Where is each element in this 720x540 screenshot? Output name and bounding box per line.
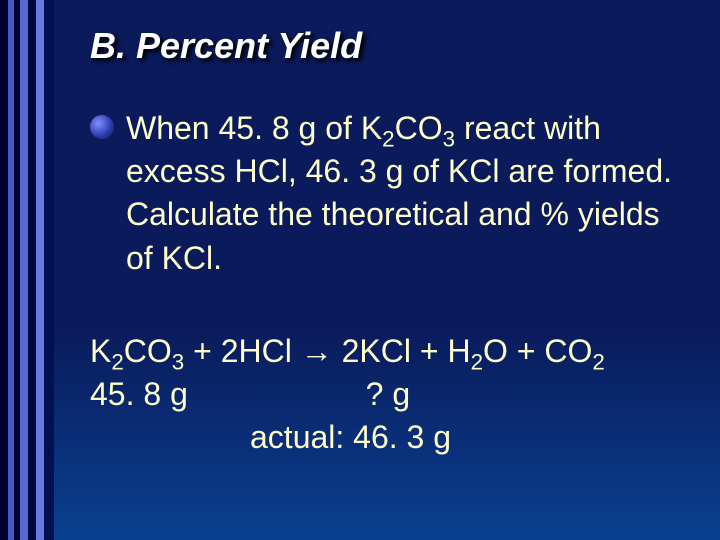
accent-band: [20, 0, 28, 540]
text-fragment: + 2HCl: [184, 333, 300, 369]
subscript: 3: [443, 126, 455, 151]
text-fragment: When 45. 8 g of K: [126, 110, 382, 146]
arrow-icon: →: [301, 333, 333, 369]
text-fragment: CO: [395, 110, 443, 146]
subscript: 2: [382, 126, 394, 151]
slide-body: When 45. 8 g of K2CO3 react with excess …: [90, 107, 690, 459]
text-fragment: CO: [124, 333, 172, 369]
slide-title: B. Percent Yield: [90, 25, 690, 67]
slide: B. Percent Yield When 45. 8 g of K2CO3 r…: [0, 0, 720, 540]
subscript: 2: [111, 349, 123, 374]
text-fragment: 2KCl + H: [333, 333, 471, 369]
bullet-item: When 45. 8 g of K2CO3 react with excess …: [90, 107, 690, 280]
equation-line: actual: 46. 3 g: [90, 416, 690, 459]
equation-block: K2CO3 + 2HCl → 2KCl + H2O + CO2 45. 8 g …: [90, 330, 690, 460]
subscript: 2: [592, 349, 604, 374]
equation-line: K2CO3 + 2HCl → 2KCl + H2O + CO2: [90, 330, 690, 373]
bullet-icon: [90, 115, 114, 139]
accent-band: [36, 0, 44, 540]
text-fragment: K: [90, 333, 111, 369]
side-accent: [0, 0, 50, 540]
text-fragment: O + CO: [483, 333, 592, 369]
subscript: 3: [172, 349, 184, 374]
equation-line: 45. 8 g ? g: [90, 373, 690, 416]
subscript: 2: [471, 349, 483, 374]
bullet-text: When 45. 8 g of K2CO3 react with excess …: [126, 110, 672, 276]
mass-value: 45. 8 g: [90, 376, 188, 412]
accent-band: [44, 0, 54, 540]
accent-band: [28, 0, 36, 540]
mass-value: ? g: [366, 376, 410, 412]
spacer: [188, 376, 366, 412]
accent-band: [0, 0, 8, 540]
